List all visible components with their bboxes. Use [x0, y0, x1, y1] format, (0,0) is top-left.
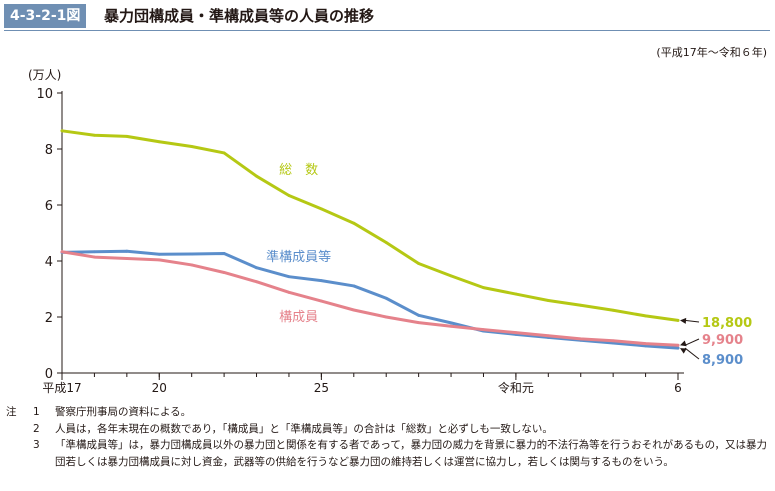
data-point-0: [352, 221, 356, 225]
data-point-2: [417, 321, 421, 324]
end-arrow-head: [680, 348, 687, 354]
data-point-0: [125, 135, 129, 138]
data-point-1: [352, 284, 356, 288]
series-line-0: [60, 129, 680, 322]
data-point-0: [222, 151, 226, 155]
data-point-0: [60, 129, 64, 133]
x-tick-label: 20: [152, 381, 167, 395]
y-tick-label: 8: [45, 143, 53, 158]
y-tick-label: 2: [45, 311, 53, 326]
x-tick-label: 25: [314, 381, 329, 395]
figure-number: 4-3-2-1図: [4, 4, 87, 28]
note-text: 警察庁刑事局の資料による。: [55, 406, 192, 418]
note-number: 2: [33, 422, 40, 435]
data-point-2: [287, 290, 291, 294]
data-point-1: [255, 266, 258, 270]
data-point-1: [644, 344, 647, 348]
data-point-0: [157, 140, 161, 144]
data-point-2: [449, 324, 453, 328]
data-point-1: [449, 321, 453, 325]
series-label: 準構成員等: [266, 249, 331, 265]
data-point-2: [125, 257, 129, 260]
data-point-2: [190, 263, 194, 267]
note-text: 「準構成員等」は，暴力団構成員以外の暴力団と関係を有する者であって，暴力団の威力…: [55, 439, 768, 468]
data-point-2: [546, 334, 550, 338]
data-point-0: [611, 308, 615, 312]
x-tick-label: 平成17: [42, 381, 81, 395]
data-point-0: [579, 303, 583, 307]
data-point-1: [222, 252, 226, 255]
data-point-0: [514, 292, 518, 296]
note-prefix: 注: [6, 406, 17, 418]
data-point-2: [222, 271, 226, 274]
y-tick-label: 4: [45, 255, 53, 270]
data-point-1: [93, 250, 96, 254]
data-point-2: [384, 315, 388, 319]
end-arrow-head: [680, 317, 687, 324]
period-label: (平成17年〜令和６年): [656, 46, 767, 59]
data-point-2: [319, 299, 323, 303]
end-arrow-head: [680, 340, 687, 347]
end-arrow-line: [684, 347, 700, 360]
notes: 注 1 警察庁刑事局の資料による。 2 人員は，各年末現在の概数であり，「構成員…: [6, 404, 770, 470]
note-3: 3 「準構成員等」は，暴力団構成員以外の暴力団と関係を有する者であって，暴力団の…: [6, 437, 770, 470]
data-point-0: [644, 314, 647, 318]
series-label: 総 数: [279, 163, 318, 178]
figure-title: 暴力団構成員・準構成員等の人員の推移: [104, 7, 375, 25]
data-point-1: [319, 279, 323, 282]
figure-header: 4-3-2-1図 暴力団構成員・準構成員等の人員の推移: [4, 4, 770, 31]
data-point-2: [676, 343, 680, 347]
data-point-2: [644, 342, 647, 345]
data-point-1: [417, 313, 421, 317]
data-point-0: [319, 207, 323, 211]
data-point-1: [676, 346, 680, 350]
note-2: 2 人員は，各年末現在の概数であり，「構成員」と「準構成員等」の合計は「総数」と…: [6, 421, 770, 438]
end-value-label: 8,900: [702, 353, 743, 368]
series-line-1: [60, 249, 680, 350]
data-point-2: [482, 328, 485, 331]
y-tick-label: 0: [45, 367, 53, 382]
y-axis-label: (万人): [28, 68, 61, 82]
data-point-2: [579, 337, 583, 341]
series-label: 構成員: [279, 310, 318, 325]
data-point-0: [482, 286, 485, 289]
end-value-label: 18,800: [702, 316, 752, 331]
data-point-1: [384, 296, 388, 300]
data-point-1: [287, 275, 291, 279]
note-number: 1: [33, 406, 40, 418]
series-line-2: [60, 250, 680, 347]
data-point-0: [417, 262, 421, 265]
header-rule: [4, 30, 770, 31]
data-point-2: [611, 339, 615, 343]
data-point-2: [352, 308, 356, 312]
data-point-0: [546, 299, 550, 302]
data-point-0: [93, 133, 96, 137]
end-arrow-line: [684, 338, 700, 346]
data-point-1: [157, 252, 161, 256]
note-number: 3: [33, 439, 40, 451]
data-point-2: [255, 280, 258, 284]
data-point-2: [157, 258, 161, 262]
data-point-2: [93, 255, 96, 259]
end-arrow-line: [684, 319, 700, 323]
end-value-label: 9,900: [702, 333, 743, 348]
data-point-1: [190, 252, 194, 256]
data-point-0: [190, 145, 194, 148]
note-text: 人員は，各年末現在の概数であり，「構成員」と「準構成員等」の合計は「総数」と必ず…: [55, 422, 553, 435]
x-tick-label: 6: [674, 381, 682, 395]
data-point-2: [514, 331, 518, 335]
data-point-0: [449, 274, 453, 278]
data-point-0: [255, 174, 258, 178]
data-point-0: [384, 241, 388, 244]
data-point-0: [676, 318, 680, 322]
data-point-2: [60, 250, 64, 254]
x-tick-label: 令和元: [498, 380, 534, 395]
note-1: 注 1 警察庁刑事局の資料による。: [6, 404, 770, 421]
data-point-1: [125, 249, 129, 253]
y-tick-label: 6: [45, 199, 53, 214]
data-point-0: [287, 194, 291, 197]
y-tick-label: 10: [36, 87, 53, 102]
